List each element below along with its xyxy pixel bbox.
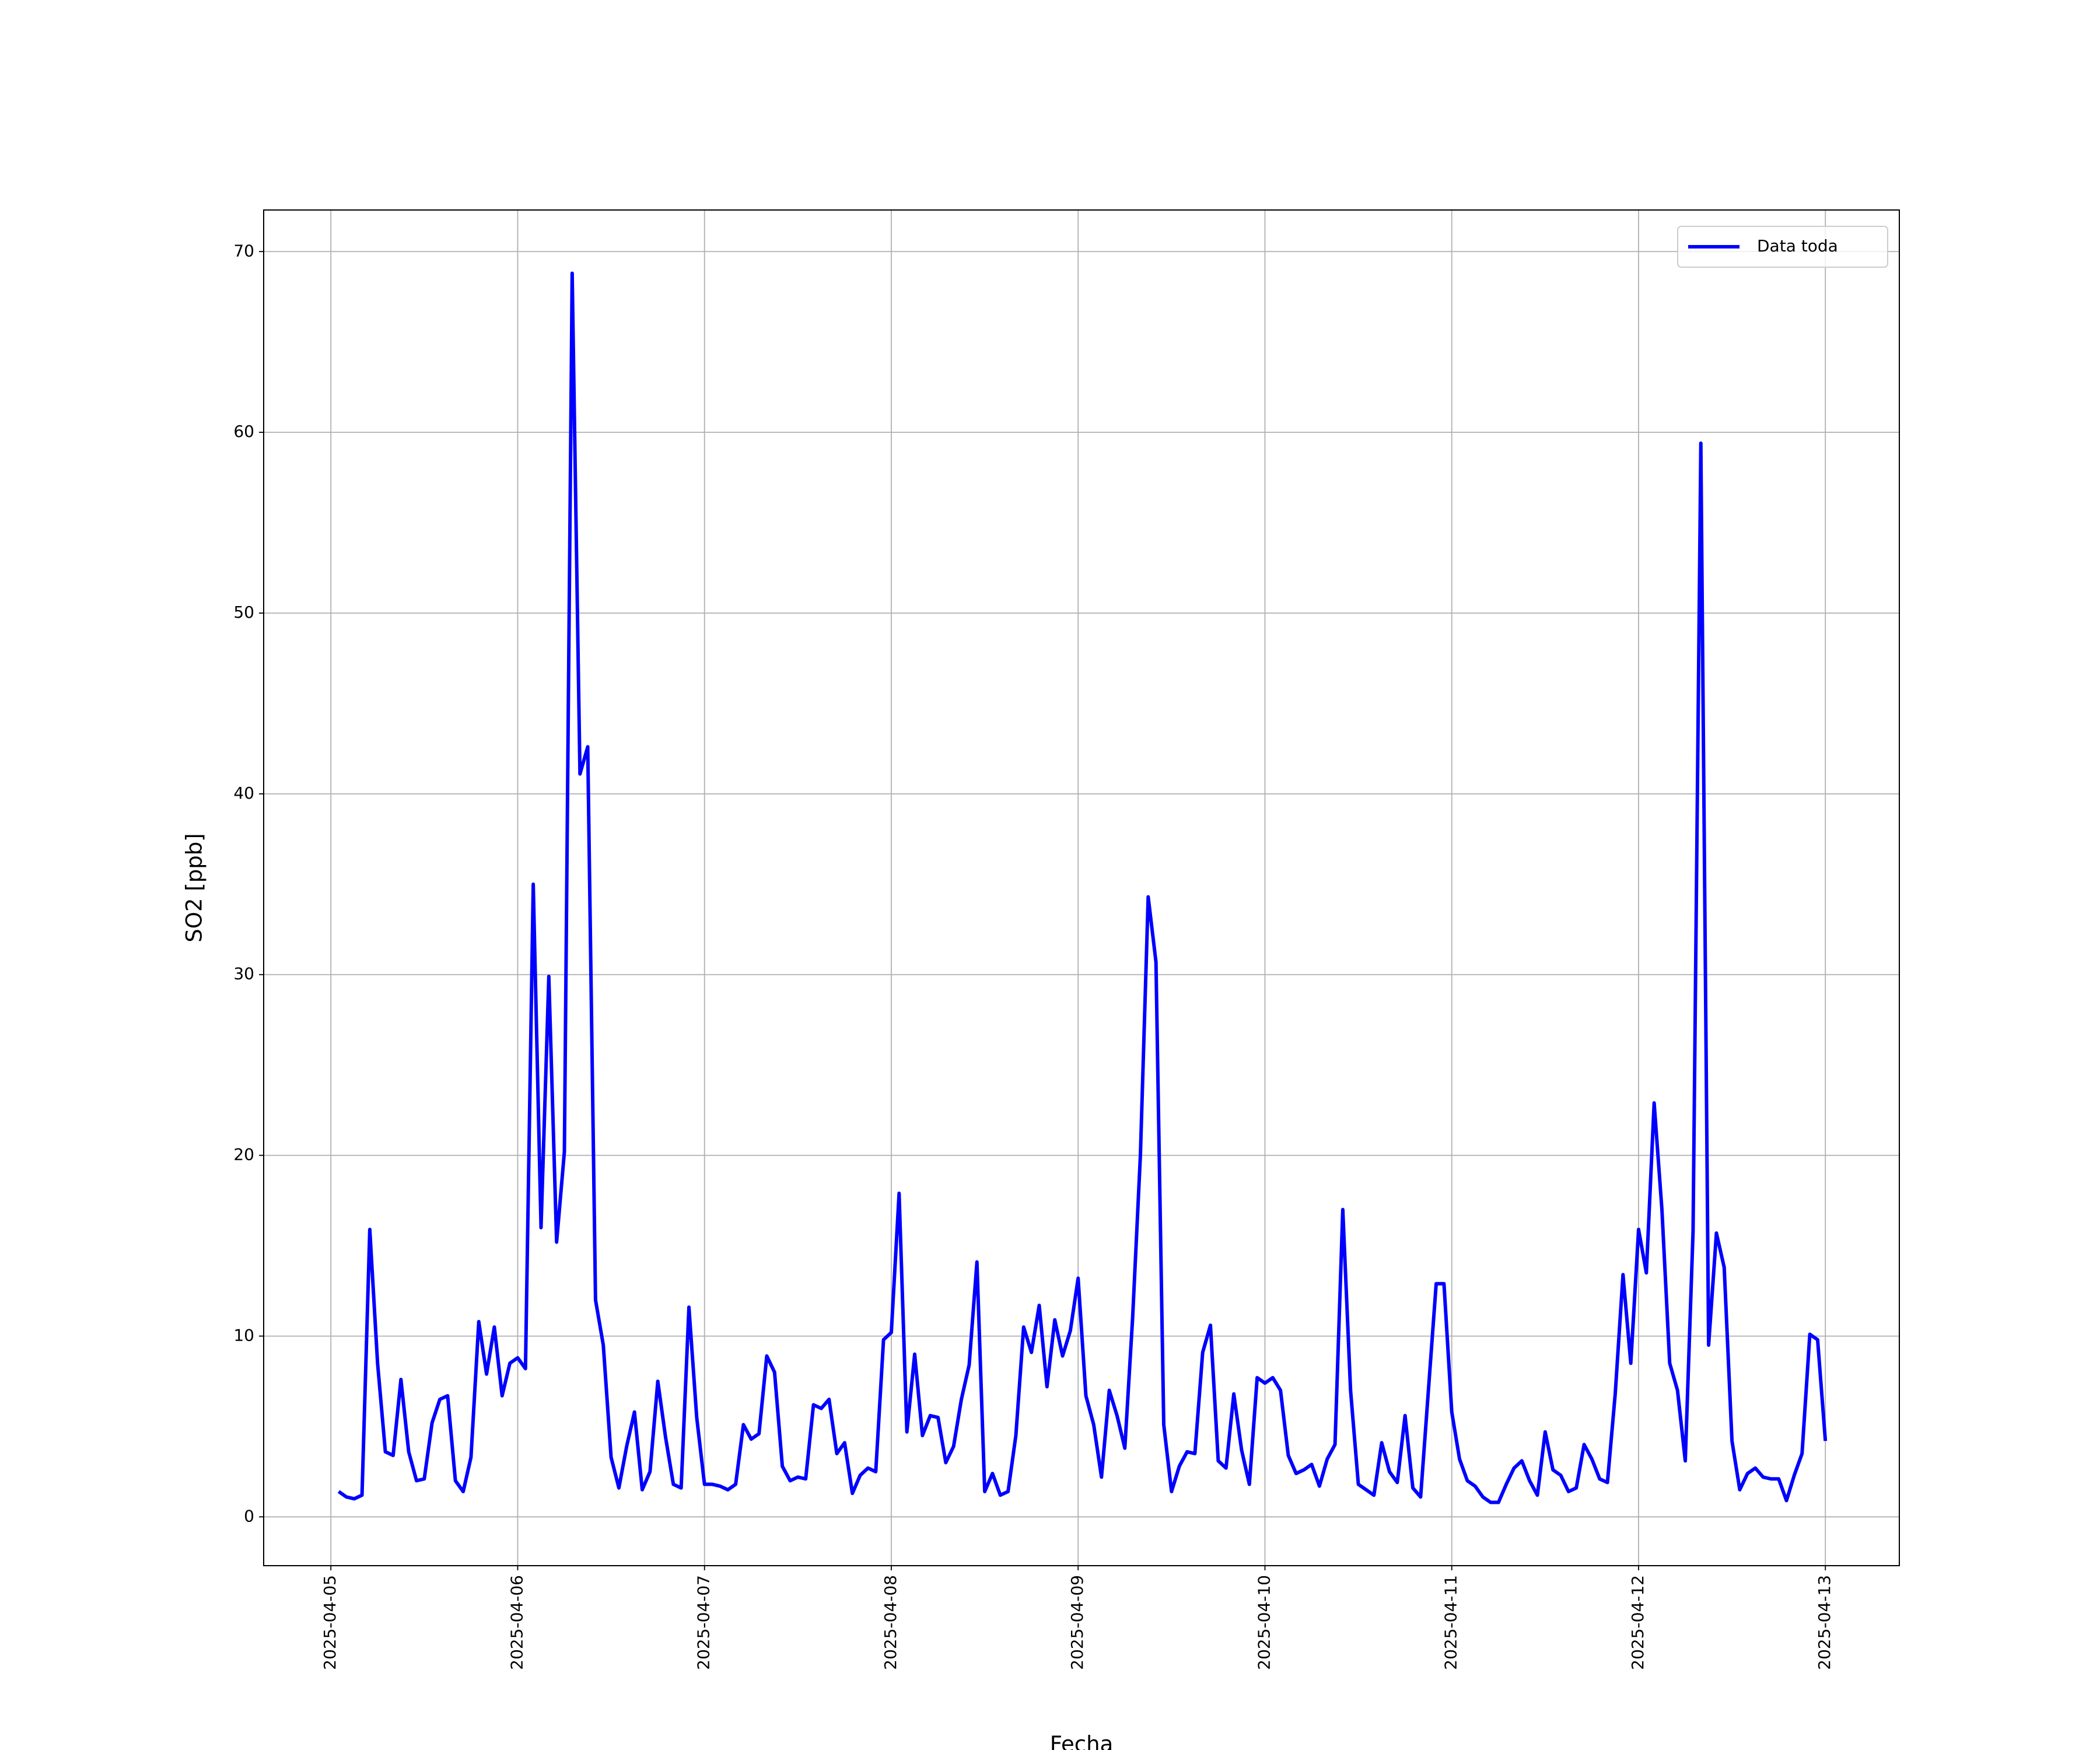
x-tick-label: 2025-04-10 <box>1254 1575 1273 1670</box>
x-tick-label: 2025-04-11 <box>1441 1575 1461 1670</box>
x-tick-label: 2025-04-07 <box>694 1575 713 1670</box>
x-tick-label: 2025-04-06 <box>507 1575 526 1670</box>
y-tick-label: 40 <box>233 783 254 803</box>
y-tick-label: 10 <box>233 1325 254 1345</box>
data-line <box>337 271 1828 1504</box>
legend-box <box>1677 226 1888 268</box>
x-tick-label: 2025-04-08 <box>881 1575 900 1670</box>
x-axis-label: Fecha <box>1050 1732 1114 1750</box>
y-tick-label: 60 <box>233 422 254 441</box>
plot-frame <box>263 209 1900 1566</box>
x-tick-label: 2025-04-12 <box>1628 1575 1647 1670</box>
x-tick-label: 2025-04-05 <box>320 1575 340 1670</box>
x-tick-label: 2025-04-13 <box>1815 1575 1834 1670</box>
y-tick-label: 20 <box>233 1145 254 1164</box>
y-tick-label: 50 <box>233 603 254 622</box>
y-tick-label: 30 <box>233 964 254 984</box>
legend-label: Data toda <box>1757 236 1838 256</box>
y-axis-label: SO2 [ppb] <box>182 833 207 942</box>
grid <box>264 210 1899 1566</box>
y-tick-label: 70 <box>233 241 254 260</box>
x-tick-label: 2025-04-09 <box>1068 1575 1087 1670</box>
y-tick-label: 0 <box>244 1506 254 1525</box>
